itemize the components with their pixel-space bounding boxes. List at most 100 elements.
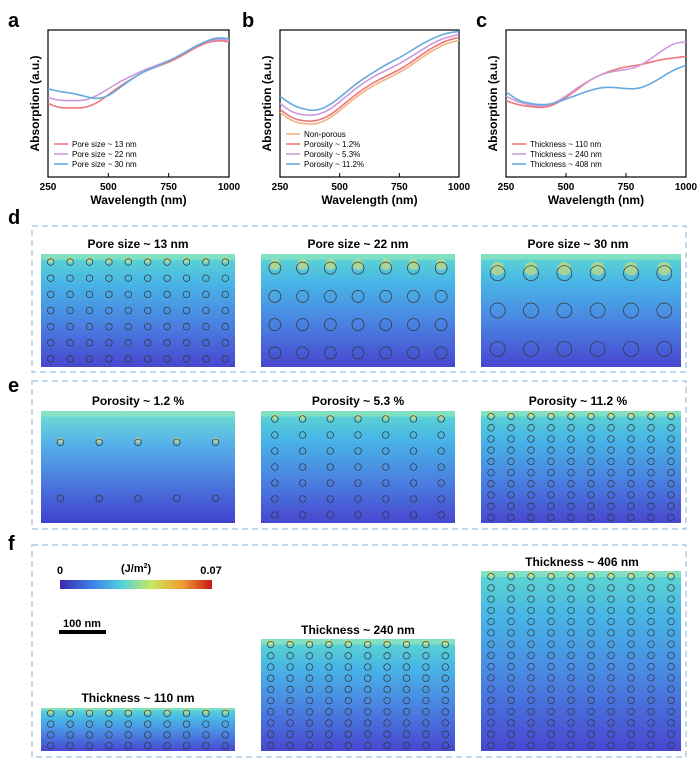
pore [527,424,535,432]
pore [286,652,294,660]
pore [95,438,103,447]
pore [527,651,535,660]
hotspot [435,259,447,270]
pore [527,584,535,592]
pore [163,274,171,282]
pore [364,708,372,716]
pore [422,674,430,682]
pore [364,663,372,671]
pore [221,274,229,282]
pore [66,339,74,347]
pore [587,651,595,660]
hotspot [144,257,151,264]
hotspot [202,708,209,715]
pore [627,685,635,693]
pore [144,720,152,728]
pore [351,290,365,303]
pore [607,606,615,615]
pore [627,457,635,466]
series-line [279,36,460,122]
pore [607,572,615,581]
hotspot [557,261,572,276]
hotspot [624,261,638,276]
hotspot [668,411,674,418]
pore [434,261,448,275]
pore [507,730,515,738]
y-axis-label: Absorption (a.u.) [28,56,42,152]
pore [409,431,418,439]
scalebar [59,630,106,634]
pore [221,339,229,347]
pore [527,629,535,637]
pore [507,584,515,592]
pore [441,708,449,716]
pore [567,584,575,592]
pore [364,730,372,738]
pore [487,412,495,421]
field-background [261,411,455,523]
x-tick-label: 250 [40,182,57,193]
x-tick-label: 250 [272,182,289,193]
pore [85,290,94,299]
field-map [261,254,455,367]
pore [351,318,365,331]
hotspot [86,708,93,715]
pore [56,438,65,447]
pore [144,709,152,718]
pore [567,617,575,626]
pore [144,355,152,363]
pore [305,640,314,649]
pore [47,720,55,728]
pore [354,479,362,487]
pore [344,652,352,660]
pore [344,708,352,716]
pore [647,502,655,510]
pore [589,302,606,319]
pore [379,290,393,303]
pore [487,468,495,477]
hotspot [648,411,654,418]
pore [627,595,635,603]
pore [487,674,495,682]
pore [221,355,229,363]
panel-letter-d: d [8,207,20,229]
pore [323,290,337,303]
pore [547,502,555,510]
pore [124,709,132,718]
pore [354,431,362,439]
pore [487,457,495,466]
pore [647,707,655,716]
pore [422,640,430,649]
pore [85,720,94,728]
pore [507,491,515,499]
pore [627,651,635,660]
series-line [47,37,230,100]
pore [364,640,372,649]
pore [507,412,515,421]
pore [547,446,555,454]
pore [325,685,333,694]
pore [144,322,152,331]
pore [105,709,113,718]
pore [647,468,655,477]
pore [607,457,615,466]
legend-entry: Non-porous [304,130,346,139]
pore [85,355,94,363]
pore [589,341,606,357]
pore [547,412,555,421]
pore [202,258,210,266]
pore [647,424,655,432]
pore [587,662,595,671]
pore [325,652,333,660]
pore [627,606,635,615]
pore [647,446,655,454]
pore [325,674,333,682]
pore [607,502,615,510]
field-map [41,708,235,751]
hotspot [222,708,229,715]
pore [527,730,535,738]
pore [305,730,314,738]
pore [607,513,615,522]
pore [437,447,445,455]
pore [383,652,391,660]
